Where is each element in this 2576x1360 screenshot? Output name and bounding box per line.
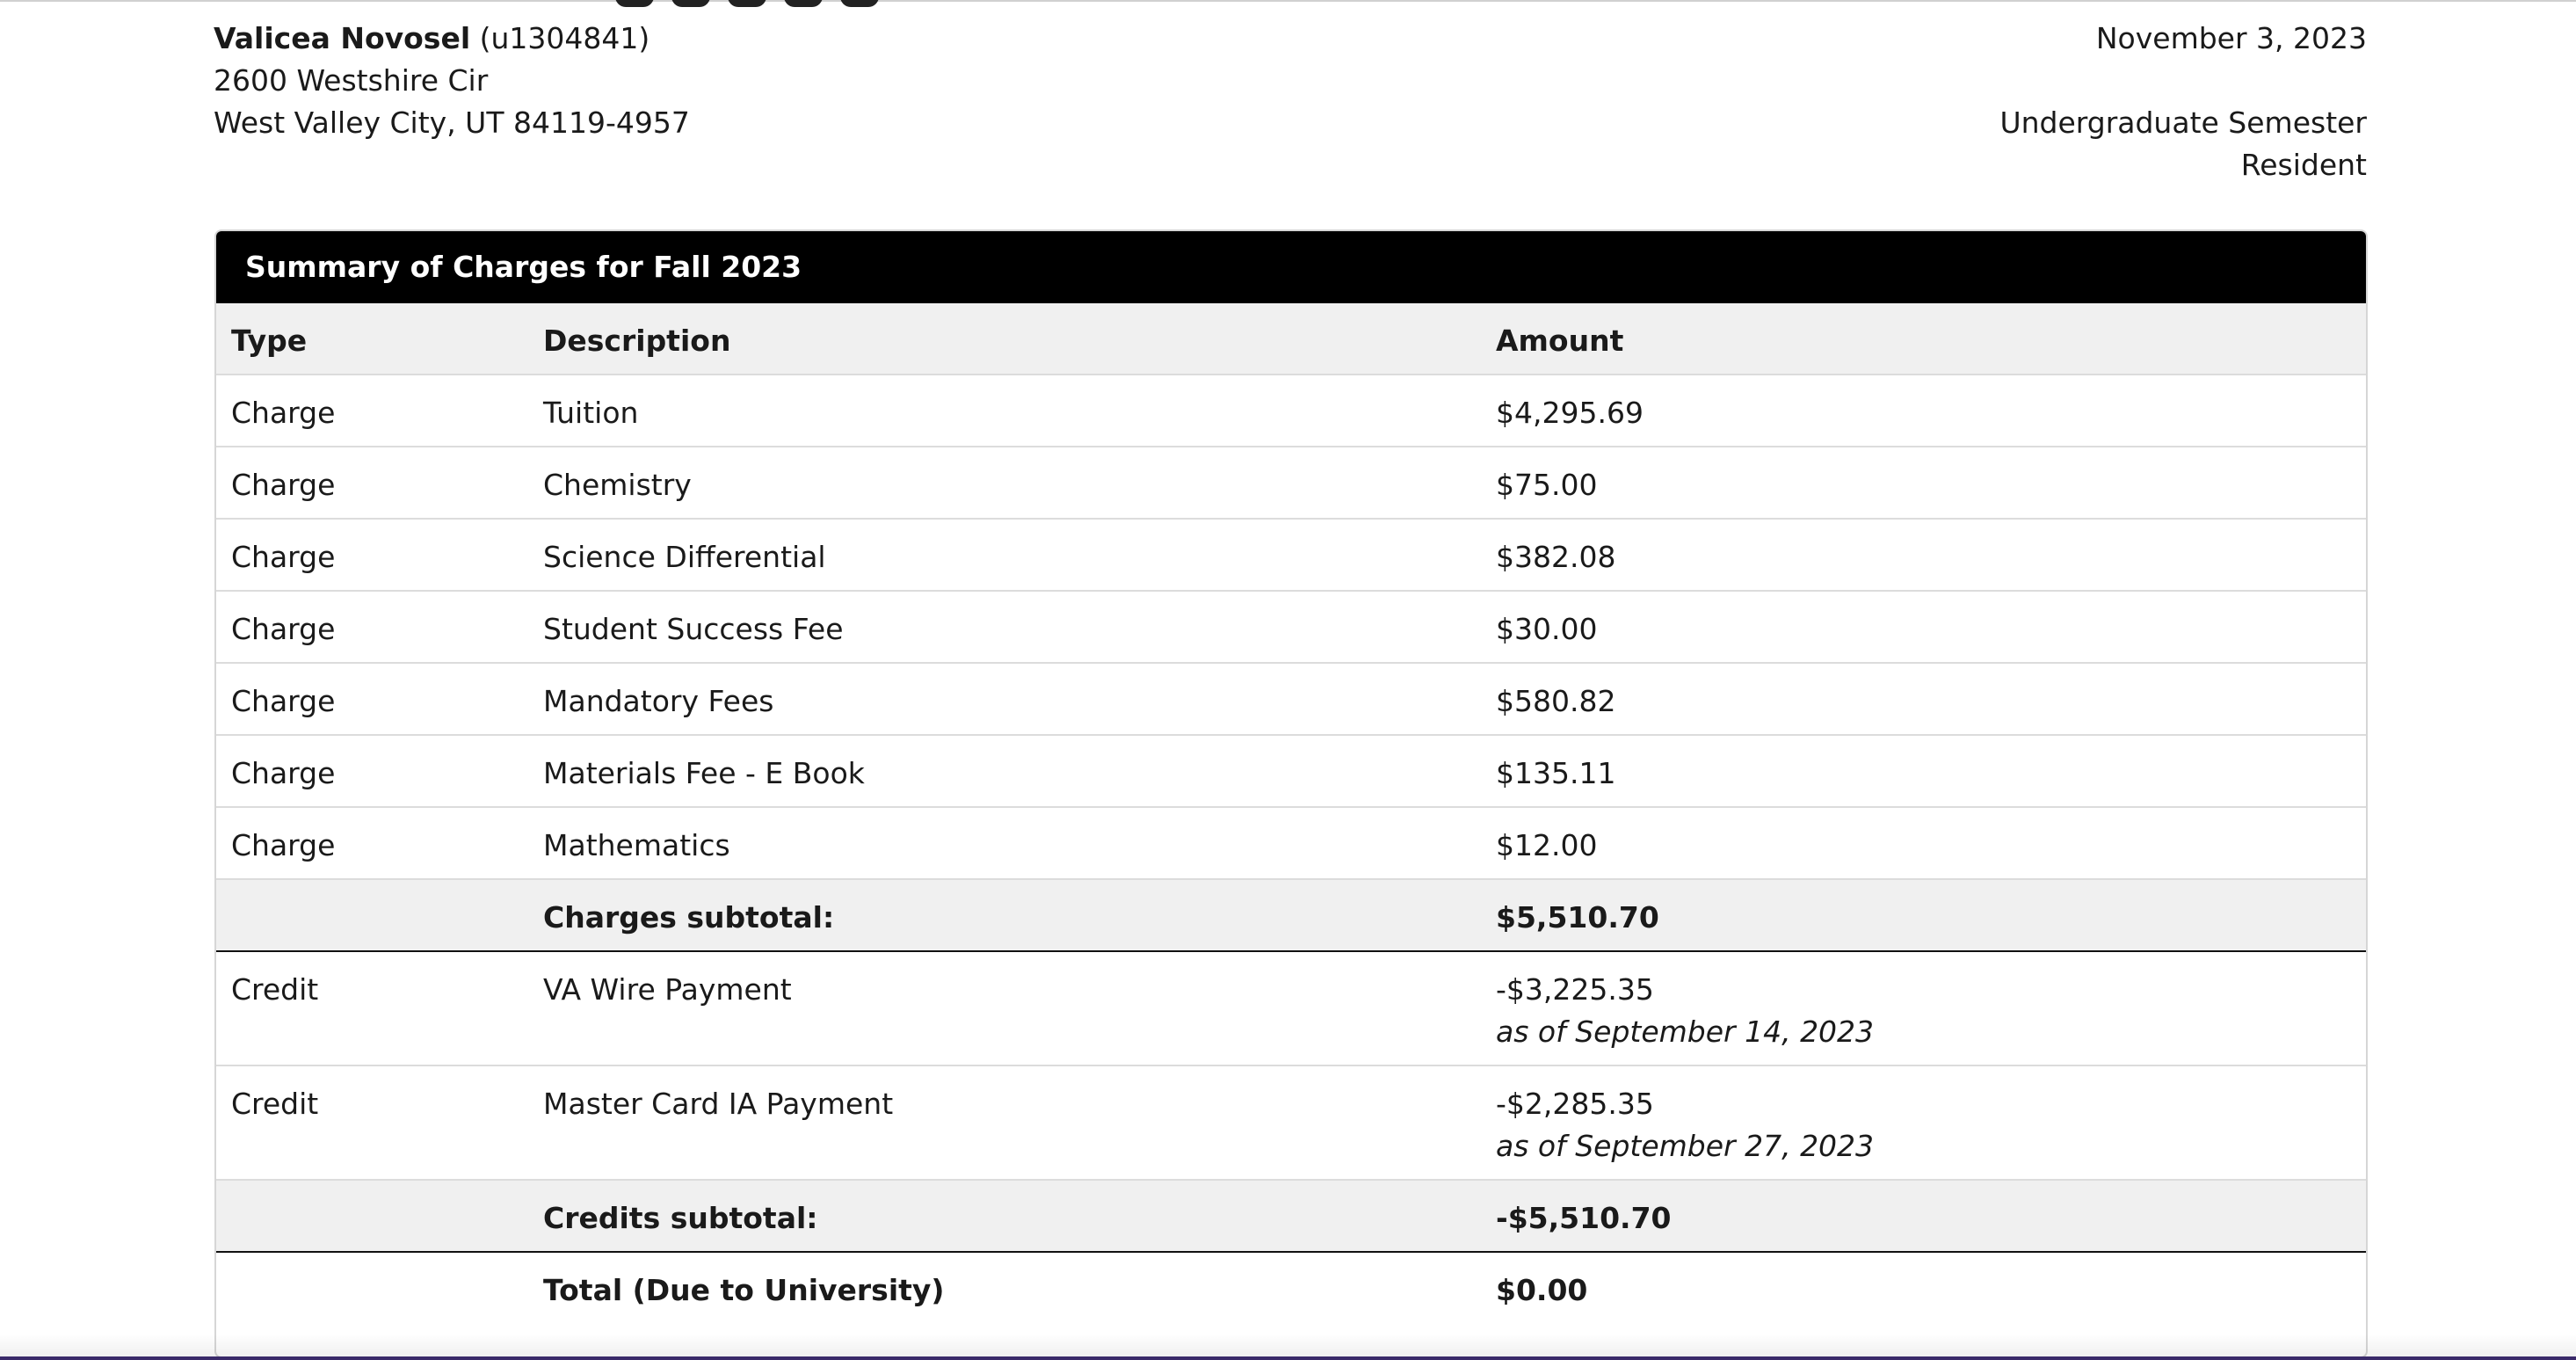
statement-date: November 3, 2023 <box>2095 21 2367 55</box>
row-description: Science Differential <box>543 540 826 574</box>
column-header-amount: Amount <box>1496 324 1624 358</box>
row-type: Charge <box>231 540 336 574</box>
customer-id: (u1304841) <box>479 21 650 55</box>
window-bottom-shadow <box>0 1334 2576 1356</box>
table-row: Charge Student Success Fee $30.00 <box>216 592 2366 664</box>
table-row: Credit VA Wire Payment -$3,225.35 as of … <box>216 952 2366 1066</box>
row-amount: -$2,285.35 <box>1496 1087 1654 1121</box>
row-description: Materials Fee - E Book <box>543 756 865 790</box>
table-header-row: Type Description Amount <box>216 303 2366 375</box>
charges-subtotal-row: Charges subtotal: $5,510.70 <box>216 880 2366 952</box>
row-type: Charge <box>231 396 336 430</box>
program-type: Undergraduate Semester <box>1999 105 2367 140</box>
row-type: Charge <box>231 684 336 718</box>
summary-of-charges-table: Summary of Charges for Fall 2023 Type De… <box>214 229 2368 1358</box>
row-type: Credit <box>231 972 319 1007</box>
table-row: Charge Mandatory Fees $580.82 <box>216 664 2366 736</box>
charges-subtotal-label: Charges subtotal: <box>543 900 835 935</box>
statement-meta-block: November 3, 2023 Undergraduate Semester … <box>1999 18 2367 186</box>
payment-date: as of September 14, 2023 <box>1496 1015 1875 1049</box>
customer-name: Valicea Novosel <box>214 21 471 55</box>
residency-status: Resident <box>2240 148 2367 182</box>
row-type: Charge <box>231 828 336 862</box>
row-type: Charge <box>231 468 336 502</box>
summary-title: Summary of Charges for Fall 2023 <box>216 231 2366 303</box>
row-amount: $382.08 <box>1496 540 1616 574</box>
cropped-heading-fragment <box>615 0 984 7</box>
row-description: Mandatory Fees <box>543 684 774 718</box>
credits-subtotal-row: Credits subtotal: -$5,510.70 <box>216 1181 2366 1253</box>
column-header-description: Description <box>543 324 731 358</box>
total-amount: $0.00 <box>1496 1273 1588 1307</box>
table-row: Charge Tuition $4,295.69 <box>216 375 2366 447</box>
row-amount: $12.00 <box>1496 828 1598 862</box>
row-amount: $135.11 <box>1496 756 1616 790</box>
row-description: Chemistry <box>543 468 692 502</box>
row-amount-block: -$3,225.35 as of September 14, 2023 <box>1496 969 1874 1053</box>
address-line-1: 2600 Westshire Cir <box>214 63 489 98</box>
row-amount: $4,295.69 <box>1496 396 1644 430</box>
row-amount: $30.00 <box>1496 612 1598 646</box>
row-description: Mathematics <box>543 828 730 862</box>
table-row: Charge Chemistry $75.00 <box>216 447 2366 520</box>
row-description: Student Success Fee <box>543 612 844 646</box>
total-label: Total (Due to University) <box>543 1273 945 1307</box>
window-bottom-strip <box>0 1356 2576 1360</box>
table-row: Credit Master Card IA Payment -$2,285.35… <box>216 1066 2366 1181</box>
total-row: Total (Due to University) $0.00 <box>216 1253 2366 1323</box>
row-description: Tuition <box>543 396 639 430</box>
row-type: Charge <box>231 756 336 790</box>
top-divider <box>0 0 2576 2</box>
row-type: Credit <box>231 1087 319 1121</box>
payment-date: as of September 27, 2023 <box>1496 1129 1875 1163</box>
row-amount: -$3,225.35 <box>1496 972 1654 1007</box>
credits-subtotal-label: Credits subtotal: <box>543 1201 818 1235</box>
row-type: Charge <box>231 612 336 646</box>
table-row: Charge Materials Fee - E Book $135.11 <box>216 736 2366 808</box>
row-amount: $580.82 <box>1496 684 1616 718</box>
row-description: VA Wire Payment <box>543 972 792 1007</box>
table-row: Charge Science Differential $382.08 <box>216 520 2366 592</box>
customer-name-line: Valicea Novosel (u1304841) <box>214 18 690 60</box>
row-amount: $75.00 <box>1496 468 1598 502</box>
customer-address-block: Valicea Novosel (u1304841) 2600 Westshir… <box>214 18 690 144</box>
credits-subtotal-amount: -$5,510.70 <box>1496 1201 1672 1235</box>
charges-subtotal-amount: $5,510.70 <box>1496 900 1659 935</box>
table-row: Charge Mathematics $12.00 <box>216 808 2366 880</box>
row-amount-block: -$2,285.35 as of September 27, 2023 <box>1496 1083 1874 1167</box>
column-header-type: Type <box>231 324 308 358</box>
address-line-2: West Valley City, UT 84119-4957 <box>214 105 690 140</box>
row-description: Master Card IA Payment <box>543 1087 894 1121</box>
